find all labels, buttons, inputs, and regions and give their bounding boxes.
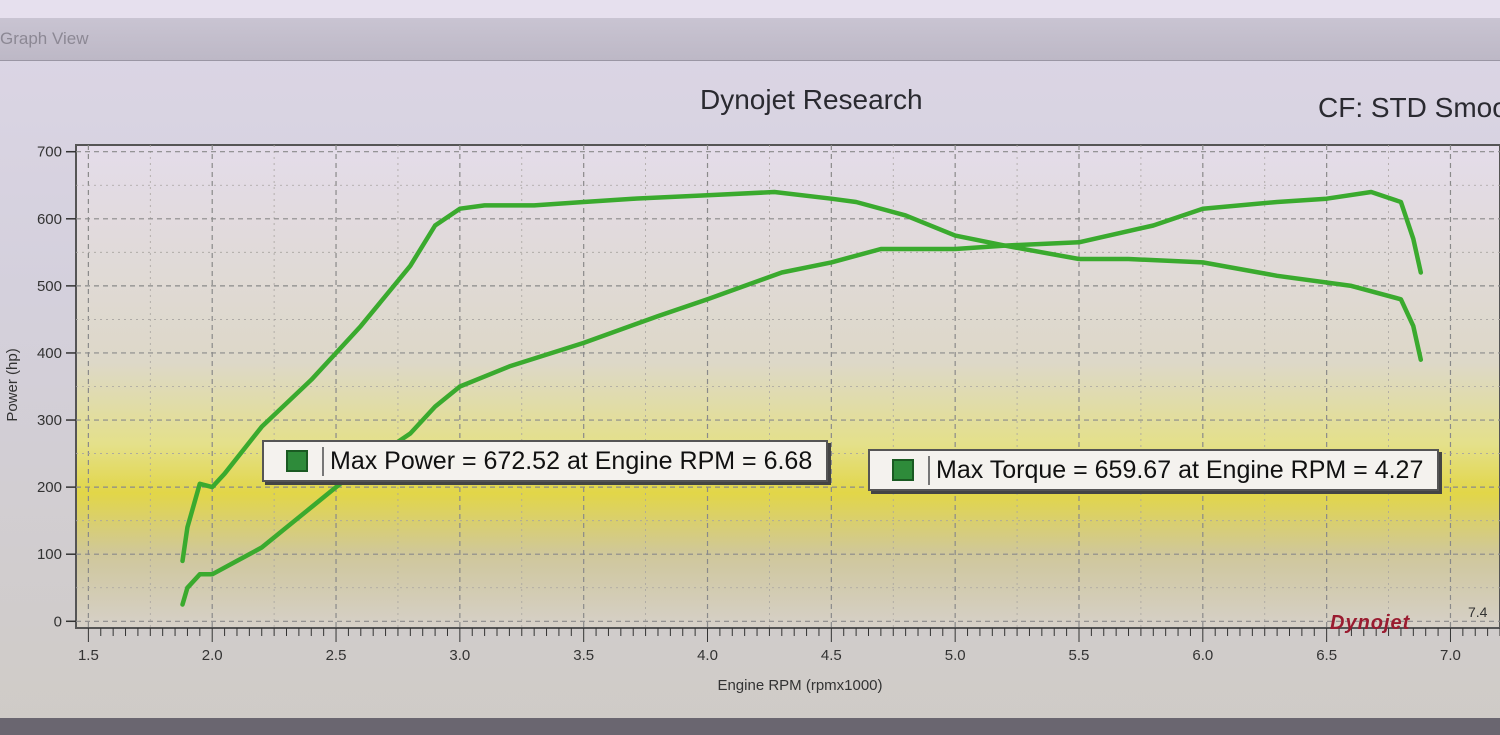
x-tick-label: 6.5 xyxy=(1316,647,1337,664)
top-strip xyxy=(0,0,1500,18)
torque-swatch-icon xyxy=(892,459,914,481)
max-power-text: Max Power = 672.52 at Engine RPM = 6.68 xyxy=(322,446,826,476)
y-tick-label: 400 xyxy=(37,345,62,362)
bottom-strip xyxy=(0,718,1500,735)
x-tick-label: 5.5 xyxy=(1069,647,1090,664)
x-tick-label: 2.5 xyxy=(326,647,347,664)
y-tick-label: 100 xyxy=(37,546,62,563)
max-torque-text: Max Torque = 659.67 at Engine RPM = 4.27 xyxy=(928,455,1437,485)
legend-max-torque: Max Torque = 659.67 at Engine RPM = 4.27 xyxy=(868,449,1440,491)
y-tick-label: 600 xyxy=(37,211,62,228)
x-tick-label: 3.5 xyxy=(573,647,594,664)
x-tick-label: 6.0 xyxy=(1192,647,1213,664)
x-tick-label: 4.0 xyxy=(697,647,718,664)
x-tick-label: 2.0 xyxy=(202,647,223,664)
y-tick-label: 200 xyxy=(37,479,62,496)
series-line-power xyxy=(180,189,1424,607)
y-tick-label: 0 xyxy=(54,613,62,630)
x-tick-label: 7.0 xyxy=(1440,647,1461,664)
window-title: Graph View xyxy=(0,29,89,48)
y-tick-label: 300 xyxy=(37,412,62,429)
title-bar[interactable]: Graph View xyxy=(0,18,1500,61)
y-tick-label: 700 xyxy=(37,144,62,161)
x-tick-label: 3.0 xyxy=(449,647,470,664)
legend-max-power: Max Power = 672.52 at Engine RPM = 6.68 xyxy=(262,440,829,482)
software-version: 7.4 xyxy=(1468,604,1488,620)
chart-title: Dynojet Research xyxy=(700,84,923,115)
y-axis-title: Power (hp) xyxy=(4,348,21,421)
x-axis-title: Engine RPM (rpmx1000) xyxy=(717,677,882,694)
x-tick-label: 5.0 xyxy=(945,647,966,664)
plot-area xyxy=(75,144,1500,629)
power-swatch-icon xyxy=(286,450,308,472)
series-line-torque xyxy=(180,189,1424,564)
x-tick-label: 4.5 xyxy=(821,647,842,664)
y-tick-label: 500 xyxy=(37,278,62,295)
correction-factor-label: CF: STD Smoo xyxy=(1318,92,1500,123)
x-tick-label: 1.5 xyxy=(78,647,99,664)
dynojet-logo: Dynojet xyxy=(1330,612,1411,634)
